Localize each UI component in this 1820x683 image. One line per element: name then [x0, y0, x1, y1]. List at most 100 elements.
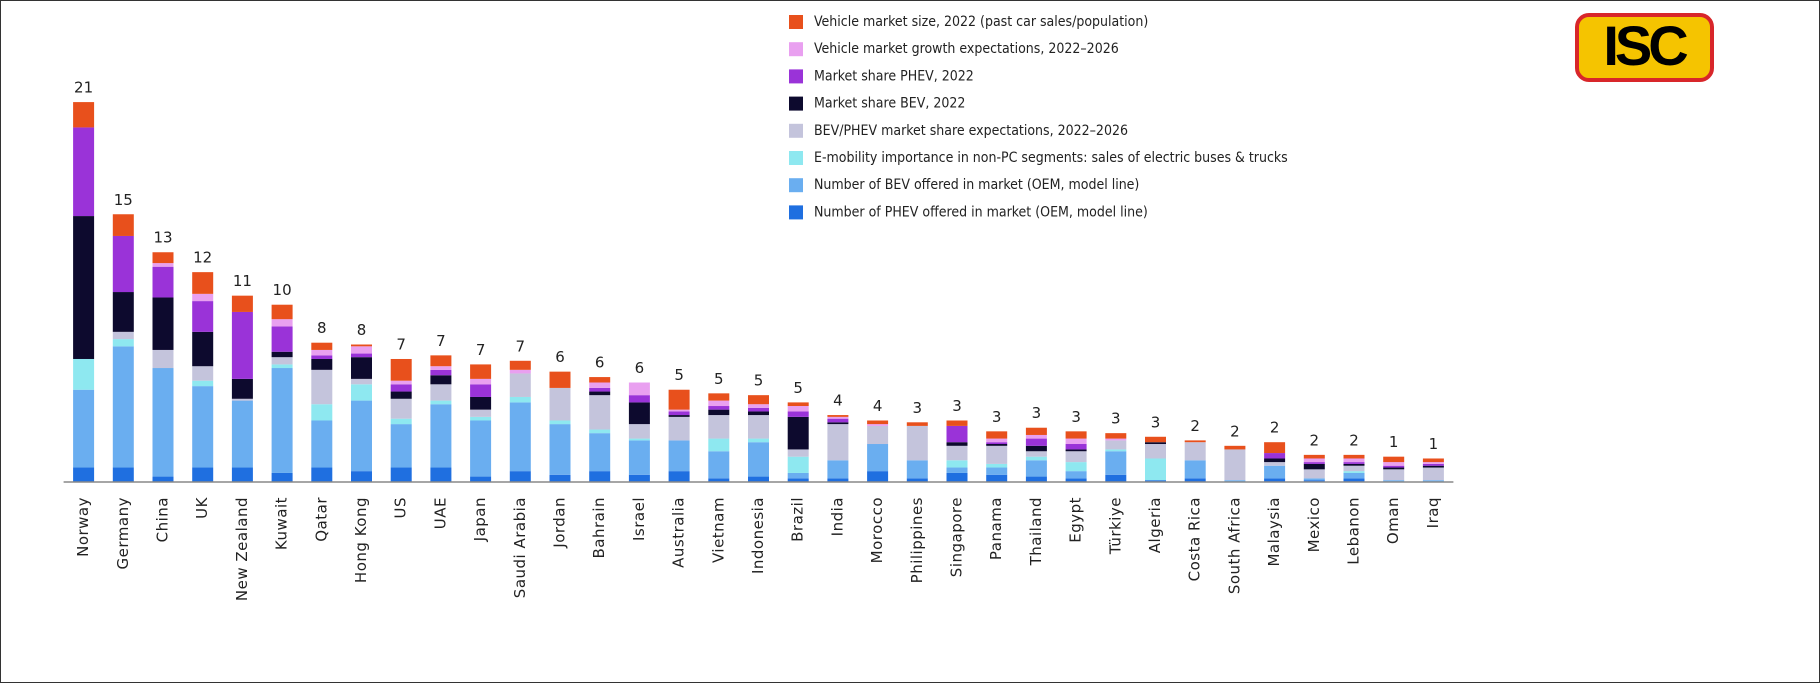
bar-segment [1025, 476, 1047, 482]
legend-swatch [789, 123, 803, 138]
bar-segment [867, 420, 889, 425]
total-label: 6 [635, 359, 645, 377]
bar-segment [589, 387, 611, 392]
total-label: 5 [714, 370, 724, 388]
x-tick-label: Panama [987, 497, 1005, 560]
total-label: 2 [1230, 422, 1240, 440]
bar-segment [430, 355, 452, 367]
x-tick-label: Oman [1384, 497, 1402, 544]
bar-segment [1224, 480, 1246, 482]
bar-segment [1343, 463, 1365, 466]
bar-segment [906, 478, 928, 482]
bar-segment [787, 478, 809, 482]
total-label: 6 [555, 348, 565, 366]
bar-segment [311, 349, 333, 356]
total-label: 7 [396, 335, 406, 353]
x-tick-label: UAE [431, 497, 449, 529]
bar-segment [1065, 451, 1087, 463]
bar-segment [231, 398, 253, 401]
bar-segment [430, 369, 452, 376]
total-label: 3 [1111, 410, 1121, 428]
bar-segment [311, 342, 333, 350]
x-tick-label: Vietnam [709, 497, 727, 563]
total-label: 3 [1151, 413, 1161, 431]
bar-segment [827, 478, 849, 482]
bar-segment [748, 438, 769, 443]
x-tick-label: Iraq [1424, 497, 1442, 528]
bar-segment [112, 214, 134, 236]
total-label: 3 [913, 399, 923, 417]
bar-segment [986, 445, 1008, 464]
legend-swatch [789, 69, 803, 84]
bar-segment [470, 420, 492, 477]
bar-segment [390, 467, 412, 482]
x-tick-label: Germany [114, 497, 132, 569]
total-label: 5 [674, 366, 684, 384]
total-label: 4 [833, 392, 843, 410]
bar-segment [1343, 478, 1365, 482]
total-label: 8 [317, 319, 327, 337]
bar-segment [231, 467, 253, 482]
x-tick-label: Hong Kong [352, 497, 370, 583]
bar-segment [867, 471, 889, 482]
bar-segment [112, 235, 134, 293]
bar-segment [589, 382, 611, 388]
x-tick-label: Morocco [868, 497, 886, 563]
bar-segment [1065, 462, 1087, 472]
bar-segment [1383, 456, 1405, 463]
x-tick-label: Saudi Arabia [511, 497, 529, 598]
bar-segment [390, 380, 412, 385]
bar-segment [152, 252, 174, 264]
bar-segment [1264, 478, 1286, 482]
bar-segment [73, 389, 95, 468]
bar-segment [1343, 458, 1365, 463]
legend-swatch [789, 178, 803, 193]
bar-segment [1422, 465, 1444, 468]
bar-segment [470, 476, 492, 482]
bar-segment [787, 449, 809, 457]
bar-segment [351, 353, 372, 358]
bar-segment [430, 400, 452, 405]
bar-segment [708, 478, 730, 482]
bar-segment [1105, 474, 1127, 482]
bar-segment [311, 420, 333, 468]
bar-segment [311, 369, 333, 405]
bar-segment [390, 358, 412, 381]
bar-segment [430, 375, 452, 385]
bar-segment [1303, 454, 1325, 459]
bar-segment [152, 368, 174, 477]
x-tick-label: Türkiye [1106, 497, 1124, 555]
x-tick-label: UK [193, 496, 211, 518]
bar-segment [73, 467, 95, 482]
x-tick-label: Thailand [1027, 497, 1045, 566]
bar-segment [390, 418, 412, 425]
bar-segment [628, 395, 650, 403]
bar-segment [1303, 458, 1325, 463]
bar-segment [152, 263, 174, 267]
x-tick-label: US [392, 497, 410, 519]
x-tick-label: Philippines [908, 497, 926, 583]
total-label: 3 [992, 408, 1002, 426]
bar-segment [1383, 469, 1405, 481]
bar-segment [708, 400, 730, 407]
bar-segment [1422, 480, 1444, 482]
x-tick-label: Bahrain [590, 497, 608, 559]
x-tick-label: Indonesia [749, 497, 767, 574]
bar-segment [390, 424, 412, 468]
bar-segment [1025, 427, 1047, 435]
bar-segment [509, 396, 531, 403]
bar-segment [1383, 465, 1405, 468]
bar-segment [946, 425, 968, 443]
total-label: 10 [273, 281, 292, 299]
bar-segment [628, 382, 650, 396]
bar-segment [589, 471, 611, 482]
bar-segment [708, 393, 730, 401]
bar-segment [708, 438, 730, 452]
bar-segment [311, 467, 333, 482]
bar-segment [946, 420, 968, 426]
total-label: 2 [1190, 417, 1200, 435]
bar-segment [1422, 458, 1444, 463]
x-tick-label: Lebanon [1345, 497, 1363, 565]
bar-segment [271, 364, 293, 369]
